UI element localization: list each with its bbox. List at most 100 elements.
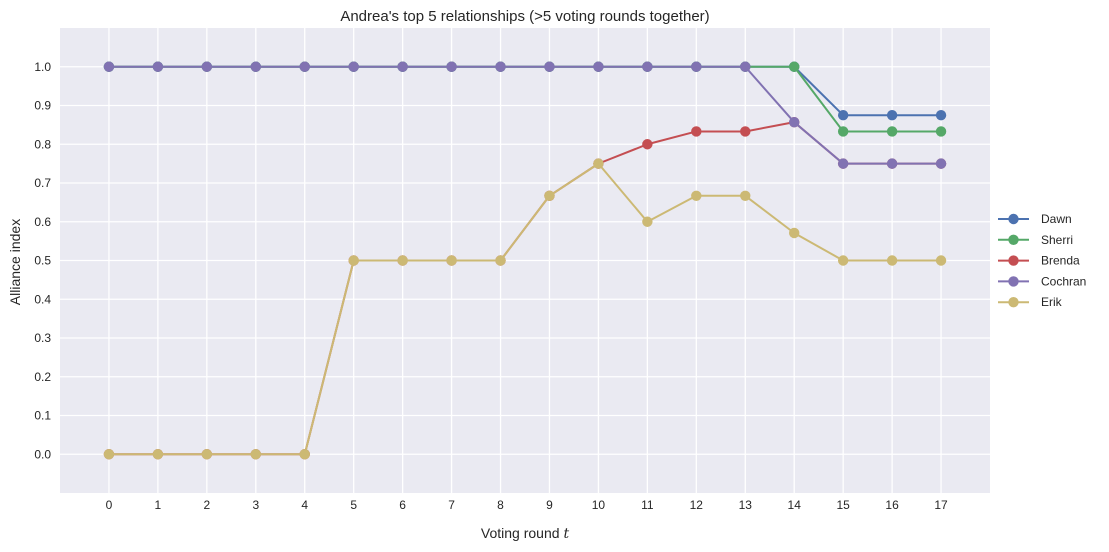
x-tick-label: 16 (885, 498, 899, 512)
y-tick-label: 1.0 (34, 60, 51, 74)
x-tick-label: 1 (155, 498, 162, 512)
data-point-cochran (397, 61, 408, 72)
x-tick-label: 17 (934, 498, 948, 512)
x-tick-label: 15 (836, 498, 850, 512)
legend-item-sherri: Sherri (998, 233, 1073, 247)
x-tick-label: 8 (497, 498, 504, 512)
x-axis-label: Voting round t (481, 525, 570, 542)
legend-marker (1008, 213, 1019, 225)
data-point-erik (935, 255, 947, 266)
x-tick-label: 2 (203, 498, 210, 512)
y-tick-label: 0.2 (34, 370, 51, 384)
data-point-cochran (348, 61, 359, 72)
data-point-dawn (837, 109, 849, 121)
data-point-erik (593, 158, 604, 169)
legend-marker (1008, 297, 1019, 308)
data-point-cochran (299, 61, 310, 72)
series-line-cochran (108, 65, 942, 165)
y-tick-label: 0.7 (34, 176, 51, 190)
y-axis-label: Alliance index (7, 219, 23, 305)
data-point-cochran (642, 61, 653, 72)
series-cochran (103, 61, 947, 169)
legend-marker (1008, 276, 1019, 287)
data-point-sherri (789, 61, 800, 72)
data-point-erik (740, 190, 751, 201)
data-point-brenda (642, 139, 653, 150)
x-tick-label: 14 (788, 498, 802, 512)
x-tick-label: 3 (252, 498, 259, 512)
legend: Dawn Sherri Brenda Cochran Erik (998, 212, 1086, 309)
chart-title: Andrea's top 5 relationships (>5 voting … (340, 8, 709, 25)
x-tick-label: 9 (546, 498, 553, 512)
data-point-cochran (593, 61, 604, 72)
x-tick-label: 12 (690, 498, 704, 512)
legend-item-cochran: Cochran (998, 274, 1086, 288)
data-point-erik (495, 255, 506, 266)
data-point-erik (103, 449, 115, 460)
legend-label: Brenda (1041, 254, 1080, 268)
y-tick-label: 0.8 (34, 137, 51, 151)
data-point-erik (250, 449, 261, 460)
data-point-brenda (740, 126, 751, 137)
data-point-sherri (837, 126, 849, 137)
y-tick-label: 0.5 (34, 254, 51, 268)
data-point-cochran (103, 61, 115, 72)
series-erik (103, 158, 947, 460)
x-tick-label: 5 (350, 498, 357, 512)
legend-marker (1008, 255, 1019, 266)
x-tick-label: 10 (592, 498, 606, 512)
data-point-erik (397, 255, 408, 266)
y-tick-label: 0.9 (34, 99, 51, 113)
data-point-erik (299, 449, 310, 460)
data-point-cochran (250, 61, 261, 72)
data-point-sherri (935, 126, 947, 137)
data-point-cochran (691, 61, 702, 72)
data-point-cochran (740, 61, 751, 72)
data-point-erik (152, 449, 164, 460)
x-tick-label: 6 (399, 498, 406, 512)
data-point-cochran (886, 158, 898, 169)
x-tick-label: 7 (448, 498, 455, 512)
grid-lines (60, 28, 990, 493)
y-tick-label: 0.1 (34, 409, 51, 423)
data-point-cochran (935, 158, 947, 169)
y-tick-label: 0.0 (34, 447, 51, 461)
series-line-erik (108, 162, 942, 456)
x-tick-label: 4 (301, 498, 308, 512)
data-point-erik (691, 190, 702, 201)
data-point-erik (886, 255, 898, 266)
x-axis-ticks: 0 1 2 3 4 5 6 7 8 9 10 11 12 13 14 15 16 17 (106, 498, 948, 512)
data-point-erik (642, 216, 653, 227)
data-point-brenda (691, 126, 702, 137)
x-tick-label: 11 (641, 498, 654, 512)
y-tick-label: 0.4 (34, 292, 51, 306)
data-point-erik (348, 255, 359, 266)
legend-label: Dawn (1041, 212, 1072, 226)
data-point-dawn (886, 109, 898, 121)
data-point-cochran (789, 116, 800, 128)
data-point-cochran (544, 61, 555, 72)
legend-label: Erik (1041, 295, 1063, 309)
data-point-cochran (201, 61, 213, 72)
data-point-cochran (837, 158, 849, 169)
legend-item-brenda: Brenda (998, 254, 1080, 268)
y-axis-ticks: 0.0 0.1 0.2 0.3 0.4 0.5 0.6 0.7 0.8 0.9 1.0 (34, 60, 51, 462)
series-group (103, 61, 947, 460)
data-point-cochran (446, 61, 457, 72)
legend-marker (1008, 234, 1019, 245)
data-point-dawn (935, 109, 947, 121)
data-point-erik (837, 255, 849, 266)
x-tick-label: 0 (106, 498, 113, 512)
data-point-erik (446, 255, 457, 266)
data-point-cochran (495, 61, 506, 72)
data-point-cochran (152, 61, 164, 72)
data-point-erik (789, 227, 800, 239)
y-tick-label: 0.6 (34, 215, 51, 229)
legend-label: Cochran (1041, 274, 1086, 288)
legend-item-erik: Erik (998, 295, 1063, 309)
legend-label: Sherri (1041, 233, 1073, 247)
y-tick-label: 0.3 (34, 331, 51, 345)
legend-item-dawn: Dawn (998, 212, 1072, 226)
data-point-erik (544, 190, 555, 201)
